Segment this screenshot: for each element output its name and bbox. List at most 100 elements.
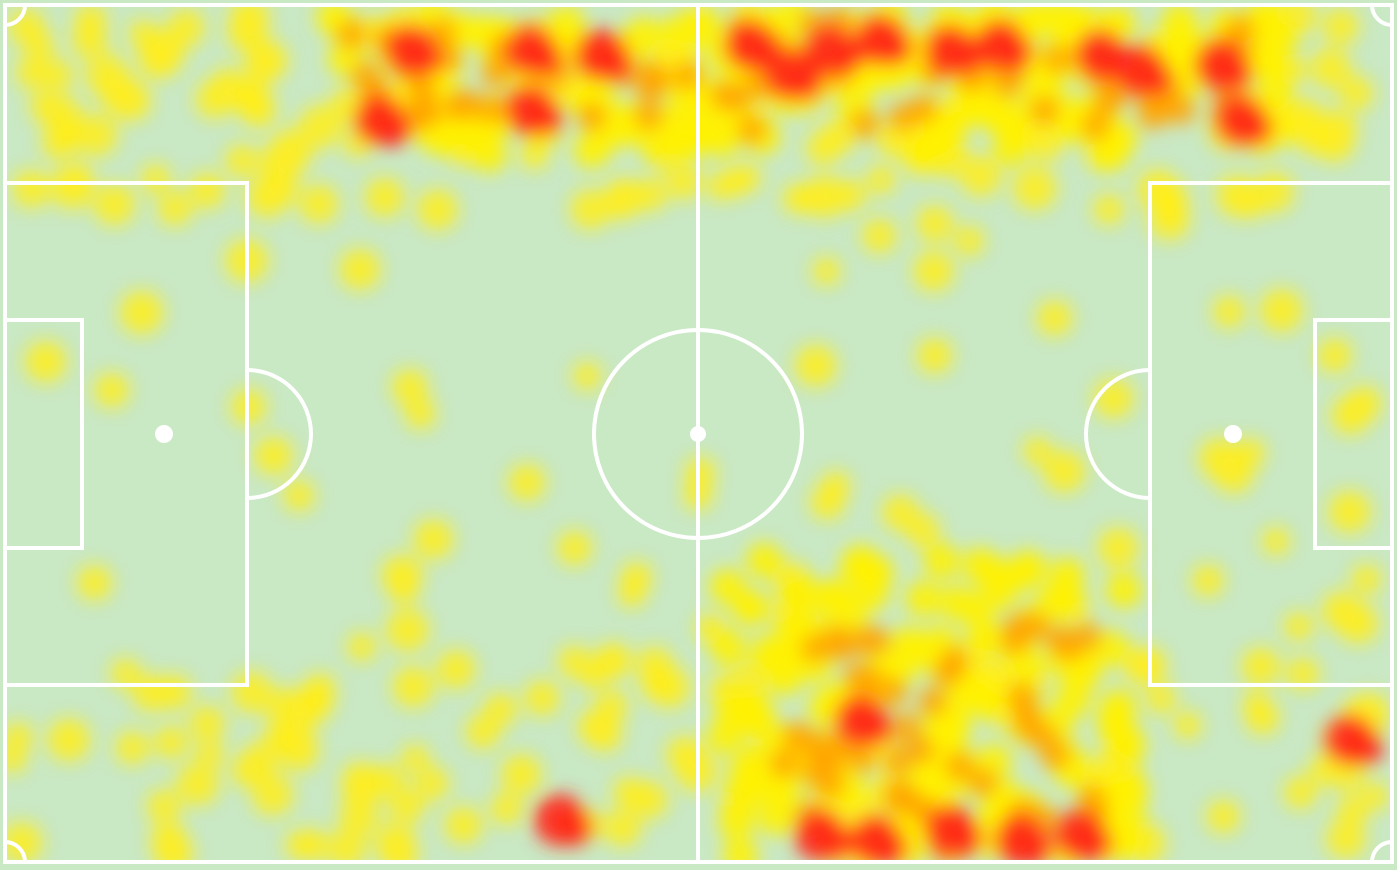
- heat-spot: [1071, 621, 1102, 652]
- heat-spot: [866, 165, 896, 195]
- heat-spot: [195, 739, 225, 769]
- heat-spot: [225, 144, 259, 178]
- heat-spot: [1241, 647, 1281, 686]
- heat-spot: [157, 191, 193, 226]
- heat-spot: [94, 372, 130, 408]
- heat-spot: [1345, 385, 1382, 422]
- heat-spot: [41, 58, 74, 92]
- heat-spot: [150, 821, 188, 860]
- heat-spot: [342, 761, 379, 797]
- heat-spot: [801, 758, 832, 789]
- heat-spot: [709, 80, 740, 111]
- heat-spot: [1105, 572, 1142, 609]
- heat-spot: [5, 744, 28, 773]
- heat-spot: [905, 580, 942, 617]
- goal-area-right: [1313, 318, 1394, 550]
- heat-spot: [1310, 47, 1352, 89]
- heat-spot: [1093, 630, 1130, 667]
- heat-spot: [597, 45, 633, 81]
- heat-spot: [849, 625, 880, 656]
- heat-spot: [885, 779, 916, 810]
- heat-spot: [1093, 378, 1134, 419]
- heat-spot: [465, 714, 501, 750]
- heat-spot: [167, 8, 205, 47]
- heat-spot: [722, 837, 759, 862]
- heat-spot: [1283, 611, 1314, 642]
- heat-spot: [1012, 166, 1057, 211]
- heat-spot: [500, 754, 542, 795]
- heat-spot: [576, 75, 613, 112]
- heat-spot: [188, 172, 226, 209]
- heat-spot: [635, 72, 666, 103]
- heat-spot: [962, 547, 999, 584]
- heat-spot: [1317, 337, 1353, 373]
- heat-spot: [444, 806, 483, 845]
- heat-spot: [923, 543, 960, 580]
- penalty-arc-right: [1084, 368, 1151, 500]
- heat-spot: [640, 668, 672, 701]
- heat-spot: [490, 792, 523, 825]
- penalty-arc-left: [246, 368, 313, 500]
- heat-spot: [1248, 42, 1285, 79]
- goal-area-left: [3, 318, 84, 550]
- heat-spot: [24, 30, 55, 62]
- heat-spot: [5, 821, 43, 862]
- heat-spot: [822, 624, 853, 655]
- heat-spot: [1093, 193, 1125, 225]
- heat-spot: [527, 100, 563, 136]
- heat-spot: [258, 142, 302, 187]
- heat-spot: [557, 530, 593, 566]
- heat-spot: [1148, 198, 1190, 241]
- heat-spot: [1036, 300, 1073, 336]
- heat-spot: [857, 710, 893, 746]
- center-spot: [690, 426, 706, 442]
- heat-spot: [347, 632, 377, 662]
- heat-spot: [861, 218, 897, 254]
- heat-spot: [1347, 730, 1383, 766]
- heat-spot: [1321, 590, 1362, 631]
- heat-spot: [1191, 564, 1224, 597]
- heat-spot: [947, 820, 983, 856]
- heat-spot: [1257, 76, 1294, 113]
- heat-spot: [1339, 76, 1374, 111]
- heat-spot: [1237, 110, 1273, 146]
- heat-spot: [1360, 781, 1389, 811]
- heat-spot: [519, 140, 549, 170]
- heat-spot: [377, 110, 413, 146]
- heat-spot: [916, 205, 954, 243]
- heat-spot: [471, 136, 508, 173]
- heat-spot: [246, 176, 289, 218]
- heat-spot: [1322, 8, 1359, 45]
- heat-spot: [913, 250, 954, 292]
- heat-spot: [968, 767, 999, 798]
- heat-spot: [736, 114, 767, 145]
- heat-spot: [923, 122, 960, 159]
- heat-spot: [189, 705, 226, 741]
- heat-spot: [817, 825, 853, 861]
- heat-spot: [481, 57, 512, 88]
- heat-spot: [1044, 625, 1075, 656]
- heat-spot: [1259, 288, 1304, 333]
- heat-spot: [1137, 60, 1173, 96]
- heat-spot: [47, 718, 91, 762]
- heat-spot: [1019, 611, 1050, 642]
- heat-spot: [443, 91, 474, 122]
- heat-spot: [1112, 772, 1149, 809]
- heat-spot: [1043, 450, 1086, 493]
- heat-spot: [781, 721, 812, 752]
- heat-spot: [577, 709, 612, 745]
- heat-spot: [854, 664, 885, 695]
- heat-spot: [731, 662, 769, 699]
- heat-spot: [254, 436, 293, 476]
- heat-spot: [119, 290, 164, 335]
- heat-spot: [389, 574, 419, 604]
- heat-spot: [573, 132, 610, 169]
- heat-spot: [794, 344, 837, 387]
- heat-spot: [12, 169, 51, 209]
- heat-spot: [251, 773, 294, 816]
- heat-spot: [140, 164, 171, 194]
- heat-spot: [298, 104, 343, 149]
- heat-spot: [877, 676, 908, 707]
- heat-spot: [769, 748, 800, 779]
